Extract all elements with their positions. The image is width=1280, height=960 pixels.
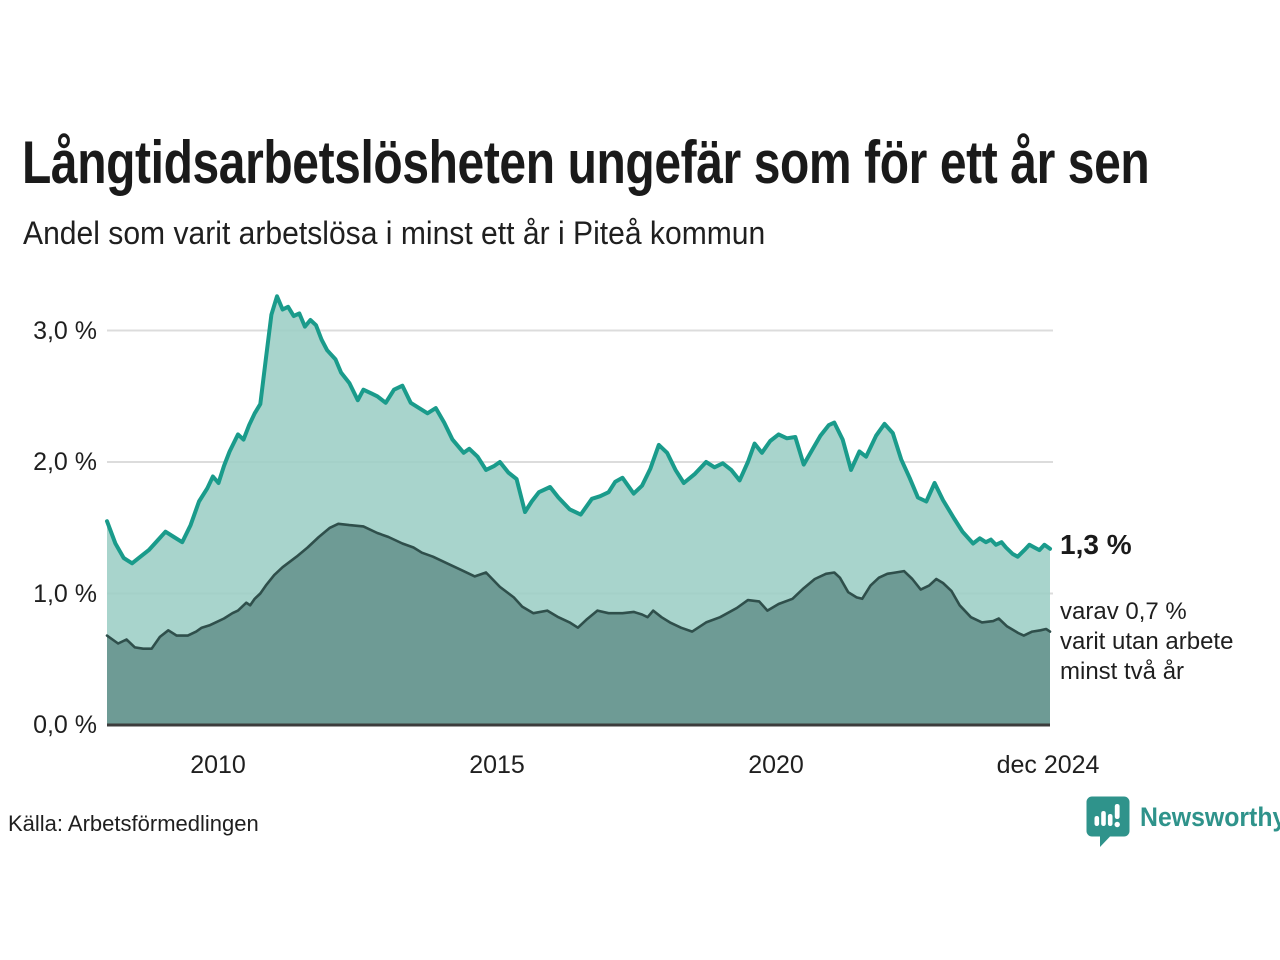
y-axis-tick-1: 1,0 % [33, 580, 97, 608]
logo-exclamation-dot [1114, 821, 1120, 828]
x-axis-tick-2020: 2020 [748, 751, 804, 779]
newsworthy-logo: Newsworthy [1085, 795, 1280, 851]
y-axis-tick-3: 3,0 % [33, 317, 97, 345]
page-title: Långtidsarbetslösheten ungefär som för e… [22, 129, 1150, 196]
source-text: Källa: Arbetsförmedlingen [8, 811, 259, 836]
logo-exclamation-bar [1114, 804, 1120, 819]
detail-line-2: varit utan arbete [1060, 628, 1234, 655]
logo-bar-small [1094, 816, 1100, 826]
detail-line-1: varav 0,7 % [1060, 598, 1187, 625]
page-subtitle: Andel som varit arbetslösa i minst ett å… [23, 215, 766, 251]
x-axis-tick-2010: 2010 [190, 751, 246, 779]
newsworthy-logo-icon [1086, 796, 1130, 847]
latest-value-detail: varav 0,7 % varit utan arbete minst två … [1060, 597, 1233, 687]
y-axis-tick-2: 2,0 % [33, 448, 97, 476]
x-axis-tick-2015: 2015 [469, 751, 525, 779]
x-axis-tick-dec2024: dec 2024 [996, 751, 1100, 779]
newsworthy-logo-text: Newsworthy [1140, 802, 1280, 832]
y-axis-tick-0: 0,0 % [33, 711, 97, 739]
detail-line-3: minst två år [1060, 658, 1185, 685]
logo-bar-tall [1107, 814, 1113, 826]
latest-value-label: 1,3 % [1060, 529, 1132, 560]
logo-bar-medium [1101, 811, 1106, 826]
